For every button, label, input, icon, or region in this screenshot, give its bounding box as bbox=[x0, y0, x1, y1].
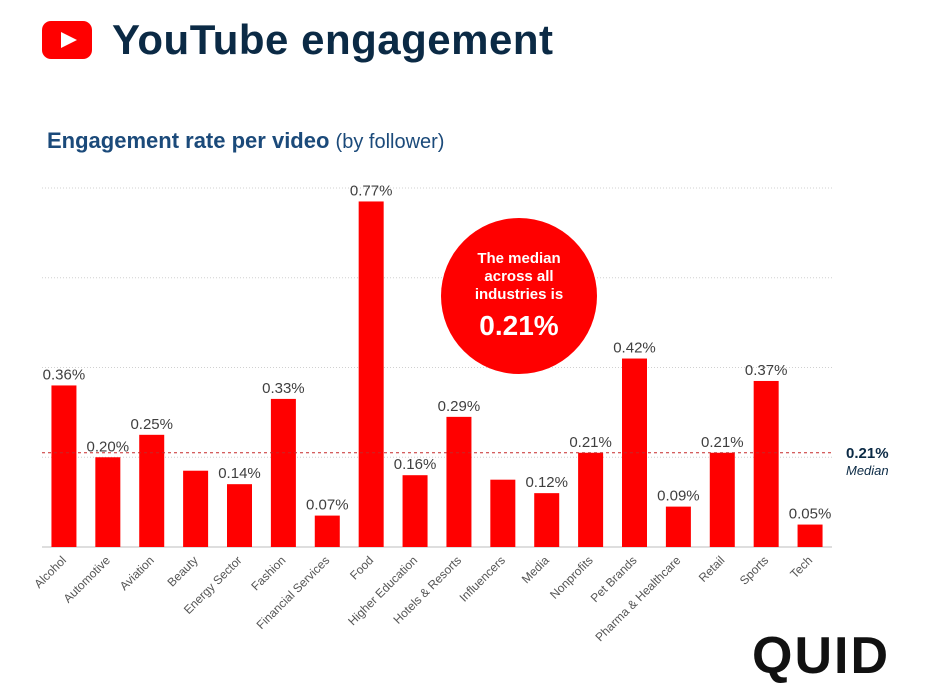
chart-subtitle-main: Engagement rate per video bbox=[47, 128, 330, 153]
bar bbox=[183, 470, 209, 547]
bar-value-label: 0.29% bbox=[438, 398, 481, 415]
category-label: Media bbox=[519, 553, 552, 586]
bar bbox=[446, 416, 472, 547]
bar bbox=[358, 201, 384, 547]
category-label: Pharma & Healthcare bbox=[592, 553, 683, 644]
bar-value-label: 0.42% bbox=[613, 340, 656, 357]
bar-value-label: 0.14% bbox=[218, 465, 261, 482]
category-label: Automotive bbox=[61, 553, 114, 606]
bar-value-label: 0.36% bbox=[43, 366, 86, 383]
bar bbox=[534, 493, 560, 547]
median-value-label: 0.21% bbox=[846, 445, 889, 462]
bar bbox=[402, 475, 428, 547]
category-label: Influencers bbox=[457, 553, 508, 604]
bar-value-label: 0.21% bbox=[701, 434, 744, 451]
category-label: Food bbox=[347, 553, 376, 582]
header: YouTube engagement bbox=[42, 14, 553, 66]
bar bbox=[797, 524, 823, 547]
bar bbox=[753, 380, 779, 547]
page-title: YouTube engagement bbox=[112, 16, 554, 63]
category-label: Sports bbox=[737, 553, 771, 587]
chart-subtitle-note: (by follower) bbox=[335, 131, 445, 153]
bar-value-label: 0.33% bbox=[262, 380, 305, 397]
bar bbox=[227, 484, 252, 547]
bar-value-label: 0.25% bbox=[130, 416, 173, 433]
category-label: Alcohol bbox=[31, 553, 69, 591]
bar bbox=[95, 457, 121, 547]
bar-value-label: 0.77% bbox=[350, 182, 393, 199]
category-label: Fashion bbox=[248, 553, 288, 593]
category-label: Tech bbox=[787, 553, 815, 581]
bar-value-label: 0.20% bbox=[87, 438, 130, 455]
bar-value-label: 0.21% bbox=[569, 434, 612, 451]
category-label: Retail bbox=[696, 553, 728, 585]
bar bbox=[51, 385, 77, 547]
bar-value-label: 0.16% bbox=[394, 456, 437, 473]
bar bbox=[709, 452, 735, 547]
bar-value-label: 0.07% bbox=[306, 497, 349, 514]
bar bbox=[270, 398, 296, 547]
median-label: Median bbox=[846, 463, 889, 478]
bar bbox=[314, 515, 340, 547]
bar bbox=[665, 506, 691, 547]
brand-logo: QUID bbox=[752, 627, 890, 685]
bar bbox=[139, 434, 165, 547]
bar bbox=[578, 452, 604, 547]
bar-value-label: 0.05% bbox=[789, 506, 832, 523]
bar-value-label: 0.12% bbox=[525, 474, 568, 491]
callout-text: The median across all industries is bbox=[474, 250, 564, 303]
callout-value: 0.21% bbox=[479, 310, 559, 341]
bar bbox=[490, 479, 516, 547]
category-label: Beauty bbox=[164, 553, 200, 589]
youtube-play-icon bbox=[42, 21, 92, 59]
bar-value-label: 0.37% bbox=[745, 362, 788, 379]
median-callout: The median across all industries is 0.21… bbox=[441, 218, 597, 374]
category-label: Aviation bbox=[117, 553, 157, 593]
chart-subtitle: Engagement rate per video (by follower) bbox=[47, 128, 444, 154]
bar-value-label: 0.09% bbox=[657, 488, 700, 505]
